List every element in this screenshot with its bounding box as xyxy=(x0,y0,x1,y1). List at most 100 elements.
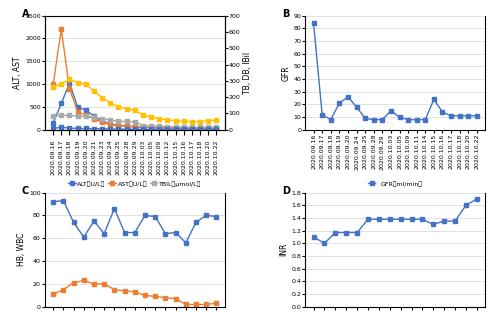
IBIL(μmol/L) xyxy=(197,128,203,131)
AST（U/L） xyxy=(66,87,72,90)
IBIL(μmol/L) xyxy=(156,128,162,131)
DBIL(μmol/L) xyxy=(66,77,72,81)
WBC（10*9/L） xyxy=(50,292,56,296)
WBC（10*9/L） xyxy=(70,281,76,285)
AST（U/L） xyxy=(99,120,105,124)
TBIL（μmol/L） xyxy=(74,114,80,118)
WBC（10*9/L） xyxy=(101,282,107,286)
ALT（U/L） xyxy=(83,108,89,112)
Line: ALT（U/L）: ALT（U/L） xyxy=(52,81,218,131)
AST（U/L） xyxy=(50,82,56,86)
ALT（U/L） xyxy=(50,121,56,125)
ALT（U/L） xyxy=(58,101,64,105)
Y-axis label: INR: INR xyxy=(280,243,288,256)
TBIL（μmol/L） xyxy=(164,125,170,129)
ALT（U/L） xyxy=(116,124,121,127)
Hb（g/L） xyxy=(214,215,220,218)
ALT（U/L） xyxy=(172,126,178,130)
TBIL（μmol/L） xyxy=(132,120,138,124)
WBC（10*9/L） xyxy=(91,282,97,286)
TBIL（μmol/L） xyxy=(108,118,114,122)
AST（U/L） xyxy=(140,125,146,129)
IBIL(μmol/L) xyxy=(206,128,212,131)
WBC（10*9/L） xyxy=(60,288,66,291)
DBIL(μmol/L) xyxy=(206,119,212,123)
AST（U/L） xyxy=(206,127,212,131)
DBIL(μmol/L) xyxy=(50,85,56,89)
IBIL(μmol/L) xyxy=(132,127,138,131)
WBC（10*9/L） xyxy=(162,296,168,300)
ALT（U/L） xyxy=(132,125,138,128)
IBIL(μmol/L) xyxy=(50,127,56,131)
Hb（g/L） xyxy=(162,232,168,236)
ALT（U/L） xyxy=(91,114,97,118)
TBIL（μmol/L） xyxy=(140,124,146,127)
AST（U/L） xyxy=(58,28,64,31)
IBIL(μmol/L) xyxy=(148,127,154,131)
Line: Hb（g/L）: Hb（g/L） xyxy=(52,199,218,244)
Hb（g/L） xyxy=(70,220,76,224)
ALT（U/L） xyxy=(140,126,146,129)
Line: DBIL(μmol/L): DBIL(μmol/L) xyxy=(52,78,218,123)
Hb（g/L） xyxy=(203,213,209,217)
AST（U/L） xyxy=(91,117,97,121)
ALT（U/L） xyxy=(214,127,220,131)
WBC（10*9/L） xyxy=(142,294,148,297)
ALT（U/L） xyxy=(181,126,187,130)
IBIL(μmol/L) xyxy=(116,127,121,131)
DBIL(μmol/L) xyxy=(156,117,162,121)
DBIL(μmol/L) xyxy=(124,107,130,110)
Hb（g/L） xyxy=(132,231,138,234)
WBC（10*9/L） xyxy=(193,303,199,306)
Hb（g/L） xyxy=(142,213,148,217)
WBC（10*9/L） xyxy=(122,289,128,293)
AST（U/L） xyxy=(214,127,220,131)
DBIL(μmol/L) xyxy=(181,120,187,123)
Legend: GFR（ml/min）: GFR（ml/min） xyxy=(366,179,425,189)
IBIL(μmol/L) xyxy=(74,127,80,131)
ALT（U/L） xyxy=(74,105,80,109)
IBIL(μmol/L) xyxy=(58,125,64,129)
DBIL(μmol/L) xyxy=(148,115,154,119)
Line: IBIL(μmol/L): IBIL(μmol/L) xyxy=(52,126,218,131)
IBIL(μmol/L) xyxy=(91,127,97,131)
AST（U/L） xyxy=(181,126,187,130)
Hb（g/L） xyxy=(183,241,189,245)
ALT（U/L） xyxy=(66,81,72,85)
IBIL(μmol/L) xyxy=(99,127,105,131)
TBIL（μmol/L） xyxy=(181,125,187,129)
AST（U/L） xyxy=(116,124,121,128)
ALT（U/L） xyxy=(197,126,203,130)
WBC（10*9/L） xyxy=(214,301,220,305)
DBIL(μmol/L) xyxy=(172,119,178,123)
TBIL（μmol/L） xyxy=(116,120,121,123)
AST（U/L） xyxy=(124,125,130,128)
IBIL(μmol/L) xyxy=(214,128,220,131)
WBC（10*9/L） xyxy=(203,303,209,306)
AST（U/L） xyxy=(156,126,162,130)
Hb（g/L） xyxy=(91,219,97,223)
TBIL（μmol/L） xyxy=(91,115,97,119)
IBIL(μmol/L) xyxy=(189,128,195,131)
Y-axis label: HB, WBC: HB, WBC xyxy=(18,233,26,266)
ALT（U/L） xyxy=(156,126,162,130)
TBIL（μmol/L） xyxy=(214,125,220,129)
WBC（10*9/L） xyxy=(152,295,158,298)
Text: C: C xyxy=(22,186,29,196)
Text: B: B xyxy=(282,9,290,19)
DBIL(μmol/L) xyxy=(91,89,97,93)
IBIL(μmol/L) xyxy=(172,128,178,131)
TBIL（μmol/L） xyxy=(148,124,154,128)
DBIL(μmol/L) xyxy=(132,108,138,112)
IBIL(μmol/L) xyxy=(83,127,89,131)
AST（U/L） xyxy=(189,126,195,130)
AST（U/L） xyxy=(172,126,178,130)
ALT（U/L） xyxy=(124,124,130,128)
ALT（U/L） xyxy=(164,126,170,130)
AST（U/L） xyxy=(148,126,154,129)
TBIL（μmol/L） xyxy=(172,125,178,129)
DBIL(μmol/L) xyxy=(58,82,64,86)
DBIL(μmol/L) xyxy=(214,118,220,122)
AST（U/L） xyxy=(83,113,89,117)
ALT（U/L） xyxy=(148,126,154,129)
